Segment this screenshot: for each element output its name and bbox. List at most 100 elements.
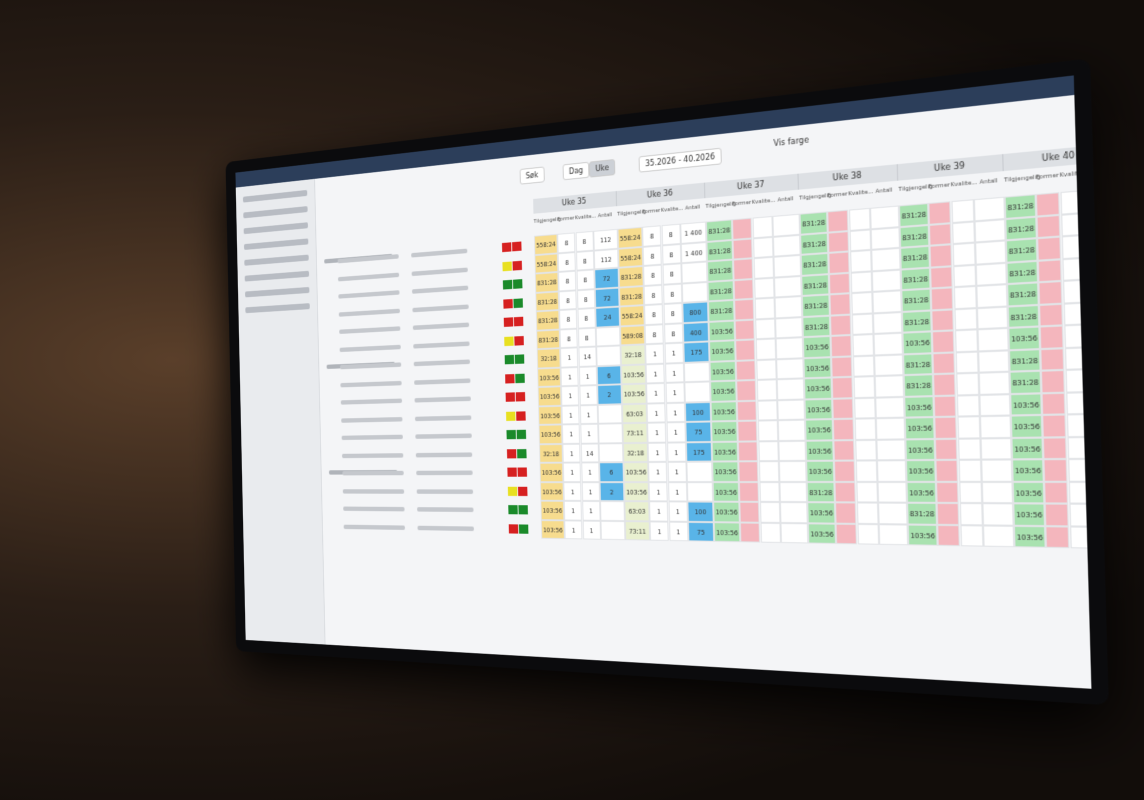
grid-cell: 1 [646, 402, 667, 423]
row-detail [415, 451, 473, 458]
nav-item[interactable] [244, 254, 309, 266]
row-label [338, 290, 400, 299]
grid-cell [1063, 301, 1088, 326]
grid-cell: 103:56 [709, 360, 737, 382]
grid-cell: 831:28 [1009, 370, 1042, 394]
column-header: Kvalite... [660, 205, 684, 214]
grid-cell [735, 359, 757, 381]
row-label [341, 416, 403, 423]
week-toggle[interactable]: Uke [588, 158, 616, 178]
grid-cell [737, 440, 759, 462]
grid-cell: 1 [665, 402, 686, 423]
grid-cell: 8 [644, 323, 665, 345]
grid-cell [876, 438, 906, 461]
column-header: Tilgjengelig [799, 192, 832, 202]
grid-cell: 1 [561, 385, 580, 406]
grid-cell [758, 481, 780, 503]
status-cell [501, 242, 512, 253]
grid-cell: 6 [598, 462, 624, 482]
grid-cell: 8 [577, 307, 596, 329]
grid-cell: 75 [687, 521, 715, 542]
grid-cell: 103:56 [620, 363, 647, 385]
status-cell [512, 260, 523, 271]
grid-cell: 1 [665, 382, 685, 403]
grid-cell [856, 502, 879, 524]
nav-item[interactable] [243, 206, 308, 219]
grid-cell: 8 [557, 251, 577, 272]
status-cell [516, 429, 527, 440]
grid-cell [956, 394, 980, 417]
status-cell [506, 429, 516, 440]
column-header: Tilgjengelig [898, 183, 933, 194]
grid-cell [1044, 481, 1069, 504]
grid-cell [1067, 458, 1092, 482]
status-cell [502, 279, 513, 290]
grid-cell: 831:28 [901, 309, 932, 333]
grid-cell [1063, 324, 1089, 348]
column-header: Tilgjengelig [1003, 174, 1041, 184]
nav-item[interactable] [245, 286, 310, 298]
nav-item[interactable] [245, 303, 310, 314]
grid-cell: 8 [661, 223, 681, 245]
grid-cell [1059, 190, 1085, 215]
grid-cell [776, 378, 805, 400]
grid-cell: 103:56 [623, 481, 650, 502]
row-detail [416, 470, 473, 476]
grid-cell: 1 [648, 461, 668, 482]
nav-item[interactable] [242, 189, 308, 203]
grid-cell: 8 [663, 302, 683, 324]
grid-cell: 2 [597, 384, 622, 405]
grid-cell: 831:28 [1005, 216, 1038, 241]
grid-cell: 32:18 [620, 344, 646, 365]
column-header: Former [928, 182, 951, 191]
grid-cell: 8 [643, 284, 664, 306]
grid-cell [1066, 436, 1092, 459]
grid-cell [738, 461, 759, 482]
column-header: Tilgjengelig [617, 209, 647, 218]
column-header: Former [642, 208, 661, 216]
grid-cell [1061, 234, 1087, 259]
status-cell [518, 523, 529, 534]
nav-item[interactable] [243, 238, 309, 250]
grid-cell: 1 [647, 442, 668, 463]
grid-cell: 103:56 [621, 383, 647, 404]
grid-cell: 1 [664, 362, 685, 383]
grid-cell [930, 265, 954, 289]
grid-cell [1041, 392, 1067, 415]
grid-cell [1064, 346, 1090, 370]
week-header: Uke 40 [1003, 143, 1092, 172]
grid-cell: 1 [561, 404, 580, 425]
grid-cell: 103:56 [537, 367, 562, 388]
column-header: Former [1035, 172, 1059, 182]
grid-cell [854, 439, 877, 461]
grid-cell: 800 [682, 301, 709, 323]
grid-cell: 103:56 [805, 439, 834, 461]
day-toggle[interactable]: Dag [562, 161, 590, 181]
grid-cell: 103:56 [904, 395, 935, 418]
grid-cell [1084, 187, 1092, 213]
grid-cell: 103:56 [711, 441, 739, 462]
grid-cell [950, 199, 975, 223]
column-header: Kvalite... [847, 189, 874, 198]
grid-cell: 831:28 [534, 271, 559, 293]
grid-cell: 558:24 [534, 233, 558, 255]
grid-cell: 112 [593, 248, 619, 270]
grid-cell [959, 524, 984, 547]
grid-cell: 831:28 [705, 219, 733, 242]
grid-cell: 831:28 [1008, 348, 1041, 372]
nav-item[interactable] [244, 270, 310, 282]
grid-cell [1035, 192, 1061, 217]
date-range[interactable]: 35.2026 - 40.2026 [638, 147, 722, 173]
grid-cell: 831:28 [1004, 194, 1037, 219]
grid-cell: 103:56 [807, 502, 836, 524]
show-color-toggle[interactable]: Vis farge [773, 135, 810, 149]
search-button[interactable]: Søk [519, 166, 545, 185]
grid-cell [831, 376, 854, 399]
grid-cell [1043, 458, 1069, 482]
grid-cell: 32:18 [622, 442, 649, 463]
grid-cell: 831:28 [1006, 282, 1040, 307]
nav-item[interactable] [243, 222, 308, 235]
grid-cell [1062, 279, 1088, 304]
grid-cell: 1 [563, 481, 582, 501]
grid-cell: 558:24 [534, 252, 559, 274]
